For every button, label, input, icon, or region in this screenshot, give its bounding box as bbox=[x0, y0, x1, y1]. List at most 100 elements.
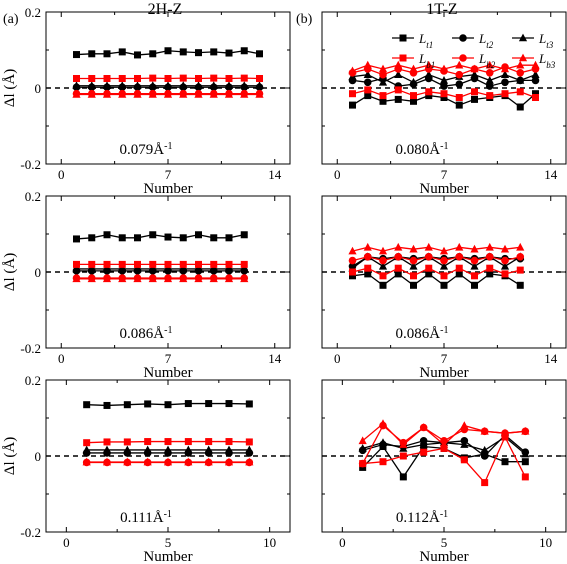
legend-symbol: L bbox=[538, 31, 546, 46]
y-tick-label: 0 bbox=[35, 449, 42, 464]
annotation-value: 0.086Å bbox=[396, 326, 441, 342]
data-point bbox=[83, 439, 91, 447]
data-point bbox=[394, 70, 403, 79]
data-point bbox=[102, 81, 112, 90]
data-point bbox=[521, 449, 530, 458]
data-point bbox=[480, 452, 489, 460]
panel-3: -0.2 0 0.2 0 7 14 Number Δl (Å) 0.086Å-1 bbox=[2, 189, 291, 381]
data-point bbox=[348, 66, 357, 75]
data-point bbox=[425, 270, 433, 278]
legend-label: Lb2 bbox=[478, 51, 496, 70]
data-point bbox=[103, 231, 111, 239]
data-point bbox=[205, 438, 213, 446]
series-lt1 bbox=[349, 270, 524, 289]
data-point bbox=[194, 264, 203, 273]
data-point bbox=[521, 426, 530, 435]
data-point bbox=[163, 81, 173, 90]
y-tick-label: 0.2 bbox=[25, 189, 41, 204]
data-point bbox=[379, 272, 387, 280]
data-point bbox=[163, 457, 173, 466]
legend-label: Lt2 bbox=[478, 31, 494, 50]
y-tick-label: 0 bbox=[35, 81, 42, 96]
data-point bbox=[516, 75, 525, 84]
data-point bbox=[179, 74, 187, 82]
data-point bbox=[409, 261, 418, 270]
x-tick-label: 7 bbox=[441, 167, 448, 182]
data-point bbox=[204, 457, 213, 466]
data-point bbox=[379, 92, 387, 100]
data-point bbox=[471, 272, 478, 280]
legend-label: Lt3 bbox=[538, 31, 554, 50]
data-point bbox=[424, 242, 433, 251]
legend-marker bbox=[399, 54, 407, 62]
data-point bbox=[378, 419, 388, 428]
series-lb3 bbox=[72, 90, 264, 98]
data-point bbox=[379, 281, 387, 289]
data-point bbox=[521, 458, 529, 466]
data-point bbox=[164, 233, 172, 241]
data-point bbox=[410, 92, 417, 100]
series-lb3 bbox=[348, 242, 525, 255]
data-point bbox=[148, 81, 157, 90]
data-point bbox=[358, 443, 367, 452]
legend-subscript: b2 bbox=[486, 60, 496, 70]
legend-marker bbox=[459, 34, 467, 42]
data-point bbox=[194, 81, 203, 90]
data-point bbox=[425, 88, 433, 96]
data-point bbox=[205, 400, 213, 408]
legend-symbol: L bbox=[478, 51, 486, 66]
wavevector-annotation: 0.111Å-1 bbox=[120, 509, 172, 527]
data-point bbox=[83, 401, 91, 409]
data-point bbox=[134, 234, 141, 242]
data-point bbox=[148, 274, 157, 283]
y-tick-label: 0.2 bbox=[25, 373, 41, 388]
data-point bbox=[425, 92, 433, 100]
data-point bbox=[209, 274, 218, 283]
series-lb3 bbox=[72, 274, 249, 283]
series-lt1 bbox=[83, 400, 253, 409]
data-point bbox=[164, 260, 172, 268]
data-point bbox=[118, 90, 127, 98]
annotation-exponent: -1 bbox=[164, 509, 172, 520]
data-point bbox=[224, 457, 234, 466]
wavevector-annotation: 0.086Å-1 bbox=[396, 325, 449, 343]
data-point bbox=[224, 264, 234, 273]
data-point bbox=[245, 457, 254, 466]
data-point bbox=[470, 244, 479, 253]
data-point bbox=[184, 457, 193, 466]
data-point bbox=[521, 473, 529, 481]
annotation-value: 0.086Å bbox=[120, 326, 165, 342]
data-point bbox=[481, 479, 489, 487]
data-point bbox=[500, 244, 510, 253]
annotation-value: 0.079Å bbox=[120, 142, 165, 158]
data-point bbox=[349, 272, 356, 280]
x-tick-label: 0 bbox=[339, 535, 346, 550]
legend-label: Lb1 bbox=[418, 51, 435, 70]
data-point bbox=[195, 260, 202, 268]
data-point bbox=[163, 274, 173, 283]
data-point bbox=[455, 70, 464, 79]
data-point bbox=[134, 260, 141, 268]
data-point bbox=[102, 90, 112, 98]
data-point bbox=[224, 445, 234, 454]
data-point bbox=[88, 50, 96, 58]
data-point bbox=[532, 94, 539, 101]
data-point bbox=[394, 264, 402, 272]
data-point bbox=[439, 64, 449, 73]
annotation-value: 0.112Å bbox=[396, 510, 440, 526]
y-axis-label: Δl (Å) bbox=[2, 69, 18, 107]
annotation-value: 0.080Å bbox=[396, 142, 441, 158]
series-lt3 bbox=[348, 252, 525, 272]
legend-symbol: L bbox=[418, 31, 426, 46]
data-point bbox=[82, 445, 91, 454]
y-axis-label: Δl (Å) bbox=[2, 437, 18, 475]
annotation-exponent: -1 bbox=[440, 509, 448, 520]
data-point bbox=[256, 75, 263, 82]
data-point bbox=[245, 438, 253, 446]
data-point bbox=[363, 252, 372, 261]
data-point bbox=[179, 274, 188, 283]
data-point bbox=[363, 70, 372, 79]
data-point bbox=[133, 81, 142, 90]
data-point bbox=[409, 77, 418, 86]
series-lb1 bbox=[83, 438, 253, 447]
